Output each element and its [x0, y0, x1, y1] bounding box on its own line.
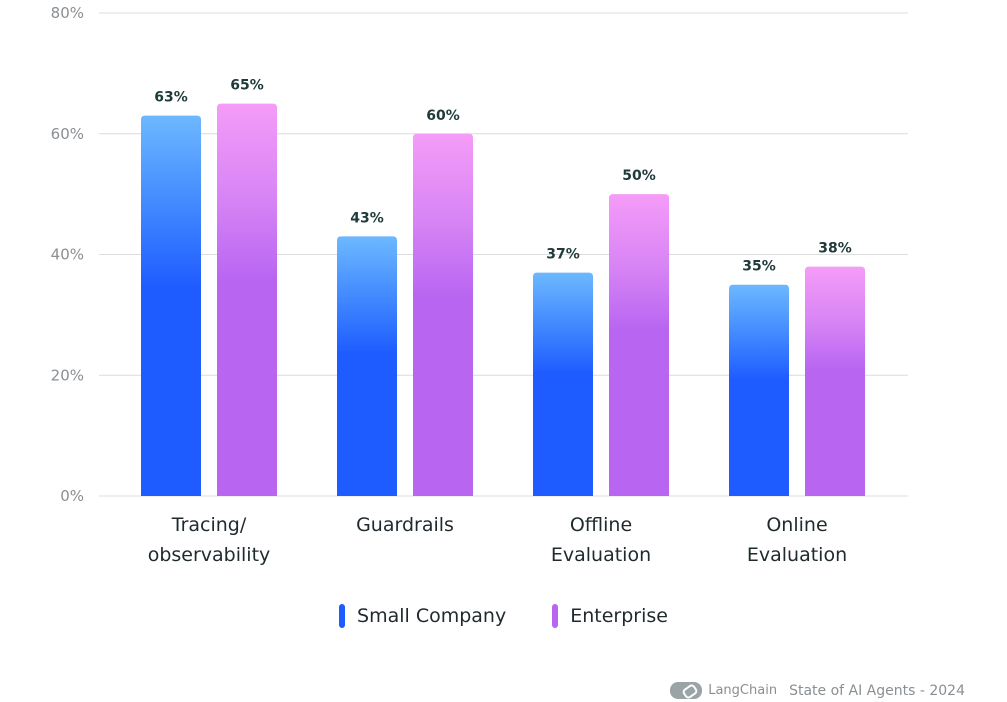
- data-label-enterprise: 65%: [230, 78, 264, 94]
- footer: LangChain State of AI Agents - 2024: [670, 682, 965, 699]
- legend-label-enterprise: Enterprise: [570, 605, 668, 627]
- bar-enterprise: [609, 194, 669, 496]
- data-label-small-company: 63%: [154, 90, 188, 106]
- legend-item-small-company: Small Company: [339, 604, 506, 628]
- y-tick-label: 0%: [60, 487, 84, 505]
- footer-brand: LangChain: [708, 683, 778, 698]
- data-label-small-company: 35%: [742, 259, 776, 275]
- y-tick-label: 40%: [51, 246, 84, 264]
- bar-small-company: [337, 236, 397, 496]
- x-tick-label: Offline: [570, 514, 632, 536]
- bar-small-company: [141, 115, 201, 496]
- y-tick-label: 80%: [51, 4, 84, 22]
- data-label-enterprise: 38%: [818, 241, 852, 257]
- bar-enterprise: [413, 133, 473, 496]
- bar-enterprise: [805, 266, 865, 496]
- bar-chart: 0% 20% 40% 60% 80% 63% 65% Tracing/observabili…: [51, 4, 908, 566]
- data-label-enterprise: 50%: [622, 168, 656, 184]
- legend-label-small-company: Small Company: [357, 605, 507, 627]
- x-tick-label: Evaluation: [747, 544, 847, 566]
- x-tick-label: Online: [766, 514, 827, 536]
- data-label-small-company: 37%: [546, 247, 580, 263]
- x-tick-label: Evaluation: [551, 544, 651, 566]
- footer-text: State of AI Agents - 2024: [789, 682, 965, 699]
- legend-item-enterprise: Enterprise: [552, 604, 668, 628]
- data-label-enterprise: 60%: [426, 108, 460, 124]
- x-tick-label: Tracing/: [171, 514, 247, 536]
- langchain-link-icon: [670, 682, 703, 699]
- y-tick-label: 60%: [51, 125, 84, 143]
- y-tick-label: 20%: [51, 366, 84, 384]
- bar-small-company: [533, 272, 593, 496]
- data-label-small-company: 43%: [350, 210, 384, 226]
- legend-swatch-small-company: [339, 604, 346, 628]
- x-tick-label: observability: [148, 544, 271, 566]
- x-tick-label: Guardrails: [356, 514, 454, 536]
- bar-small-company: [729, 284, 789, 496]
- legend-swatch-enterprise: [552, 604, 559, 628]
- bar-enterprise: [217, 103, 277, 496]
- legend: Small Company Enterprise: [0, 604, 1007, 628]
